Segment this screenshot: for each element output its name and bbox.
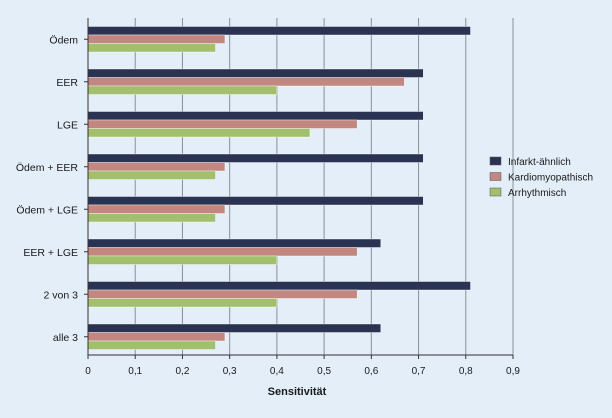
bar xyxy=(87,281,471,291)
category-label: Ödem xyxy=(49,34,78,46)
bar xyxy=(87,77,405,87)
bar xyxy=(87,34,226,44)
bar xyxy=(87,289,358,299)
bar xyxy=(87,26,471,36)
bar xyxy=(87,162,226,172)
bar xyxy=(87,85,278,95)
bar xyxy=(87,238,381,248)
category-label: 2 von 3 xyxy=(44,289,79,301)
x-tick-label: 0,1 xyxy=(128,366,142,377)
category-label: LGE xyxy=(57,119,78,131)
bar xyxy=(87,255,278,265)
x-tick-label: 0,9 xyxy=(506,366,520,377)
legend-swatch xyxy=(489,187,502,197)
x-tick-label: 0,2 xyxy=(175,366,189,377)
bar xyxy=(87,340,216,350)
x-axis-title: Sensitivität xyxy=(268,386,327,398)
bar xyxy=(87,332,226,342)
x-tick-label: 0,4 xyxy=(270,366,284,377)
bar xyxy=(87,213,216,223)
bar xyxy=(87,128,311,138)
legend-swatch xyxy=(489,156,502,166)
x-tick-label: 0,6 xyxy=(364,366,378,377)
bar xyxy=(87,323,381,333)
legend-swatch xyxy=(489,172,502,181)
x-tick-label: 0,3 xyxy=(223,366,237,377)
x-ticks: 0 0,1 0,2 0,3 0,4 0,5 0,6 0,7 0,8 0,9 xyxy=(85,355,520,377)
bar xyxy=(87,111,424,121)
x-tick-label: 0,5 xyxy=(317,366,331,377)
category-label: Ödem + LGE xyxy=(16,204,78,216)
bar xyxy=(87,153,424,163)
legend-label: Kardiomyopathisch xyxy=(508,173,593,184)
legend-label: Infarkt-ähnlich xyxy=(508,157,571,168)
bar xyxy=(87,119,358,129)
legend-label: Arrhythmisch xyxy=(508,188,566,199)
x-tick-label: 0,7 xyxy=(412,366,426,377)
category-label: EER xyxy=(56,77,78,89)
category-label: EER + LGE xyxy=(23,247,78,259)
x-tick-label: 0 xyxy=(85,366,91,377)
bar xyxy=(87,170,216,180)
category-label: alle 3 xyxy=(53,332,78,344)
bar xyxy=(87,204,226,214)
bar xyxy=(87,196,424,206)
bar xyxy=(87,298,278,308)
bar xyxy=(87,68,424,78)
bar xyxy=(87,247,358,257)
category-label: Ödem + EER xyxy=(16,162,79,174)
x-tick-label: 0,8 xyxy=(459,366,473,377)
legend: Infarkt-ähnlich Kardiomyopathisch Arrhythm… xyxy=(489,156,593,199)
bar xyxy=(87,43,216,53)
category-labels: Ödem EER LGE Ödem + EER Ödem + LGE EER + LGE 2… xyxy=(16,34,88,344)
